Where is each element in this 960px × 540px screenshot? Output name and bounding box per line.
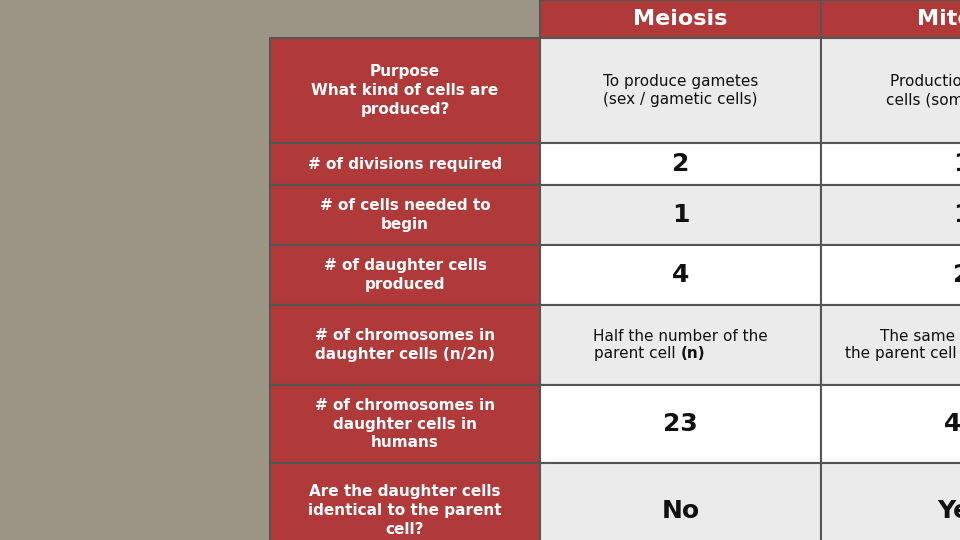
Bar bbox=[821, 463, 960, 540]
Bar bbox=[270, 305, 540, 385]
Bar bbox=[821, 185, 960, 245]
Text: the parent cell: the parent cell bbox=[845, 346, 960, 361]
Text: 23: 23 bbox=[663, 412, 698, 436]
Text: 1: 1 bbox=[952, 203, 960, 227]
Text: # of daughter cells
produced: # of daughter cells produced bbox=[324, 258, 487, 292]
Text: # of chromosomes in
daughter cells in
humans: # of chromosomes in daughter cells in hu… bbox=[315, 398, 495, 450]
Bar bbox=[821, 245, 960, 305]
Bar bbox=[270, 38, 540, 143]
Bar bbox=[270, 385, 540, 463]
Bar bbox=[270, 245, 540, 305]
Bar bbox=[270, 0, 540, 38]
Bar bbox=[270, 185, 540, 245]
Bar bbox=[821, 38, 960, 143]
Text: 1: 1 bbox=[952, 152, 960, 176]
Bar bbox=[821, 0, 960, 38]
Bar bbox=[821, 143, 960, 185]
Text: Yes: Yes bbox=[938, 498, 960, 523]
Bar bbox=[540, 143, 821, 185]
Text: To produce gametes
(sex / gametic cells): To produce gametes (sex / gametic cells) bbox=[603, 73, 758, 107]
Text: # of cells needed to
begin: # of cells needed to begin bbox=[320, 198, 491, 232]
Text: # of divisions required: # of divisions required bbox=[308, 157, 502, 172]
Text: Are the daughter cells
identical to the parent
cell?: Are the daughter cells identical to the … bbox=[308, 484, 502, 537]
Text: # of chromosomes in
daughter cells (n/2n): # of chromosomes in daughter cells (n/2n… bbox=[315, 328, 495, 362]
Text: Purpose
What kind of cells are
produced?: Purpose What kind of cells are produced? bbox=[311, 64, 498, 117]
Bar bbox=[540, 185, 821, 245]
Text: 2: 2 bbox=[672, 152, 689, 176]
Text: 2: 2 bbox=[953, 263, 960, 287]
Bar bbox=[540, 385, 821, 463]
Text: Production of body
cells (somatic cells): Production of body cells (somatic cells) bbox=[886, 73, 960, 107]
Bar bbox=[821, 385, 960, 463]
Text: 46: 46 bbox=[944, 412, 960, 436]
Text: No: No bbox=[661, 498, 700, 523]
Bar bbox=[540, 463, 821, 540]
Text: The same number as: The same number as bbox=[880, 329, 960, 343]
Text: (n): (n) bbox=[681, 346, 706, 361]
Text: 4: 4 bbox=[672, 263, 689, 287]
Bar bbox=[540, 38, 821, 143]
Bar bbox=[540, 245, 821, 305]
Text: parent cell: parent cell bbox=[594, 346, 681, 361]
Bar bbox=[540, 0, 821, 38]
Bar bbox=[270, 463, 540, 540]
Bar bbox=[270, 143, 540, 185]
Bar bbox=[540, 305, 821, 385]
Text: Half the number of the: Half the number of the bbox=[593, 329, 768, 343]
Bar bbox=[821, 305, 960, 385]
Text: Meiosis: Meiosis bbox=[634, 9, 728, 29]
Text: 1: 1 bbox=[672, 203, 689, 227]
Text: Mitosis: Mitosis bbox=[917, 9, 960, 29]
